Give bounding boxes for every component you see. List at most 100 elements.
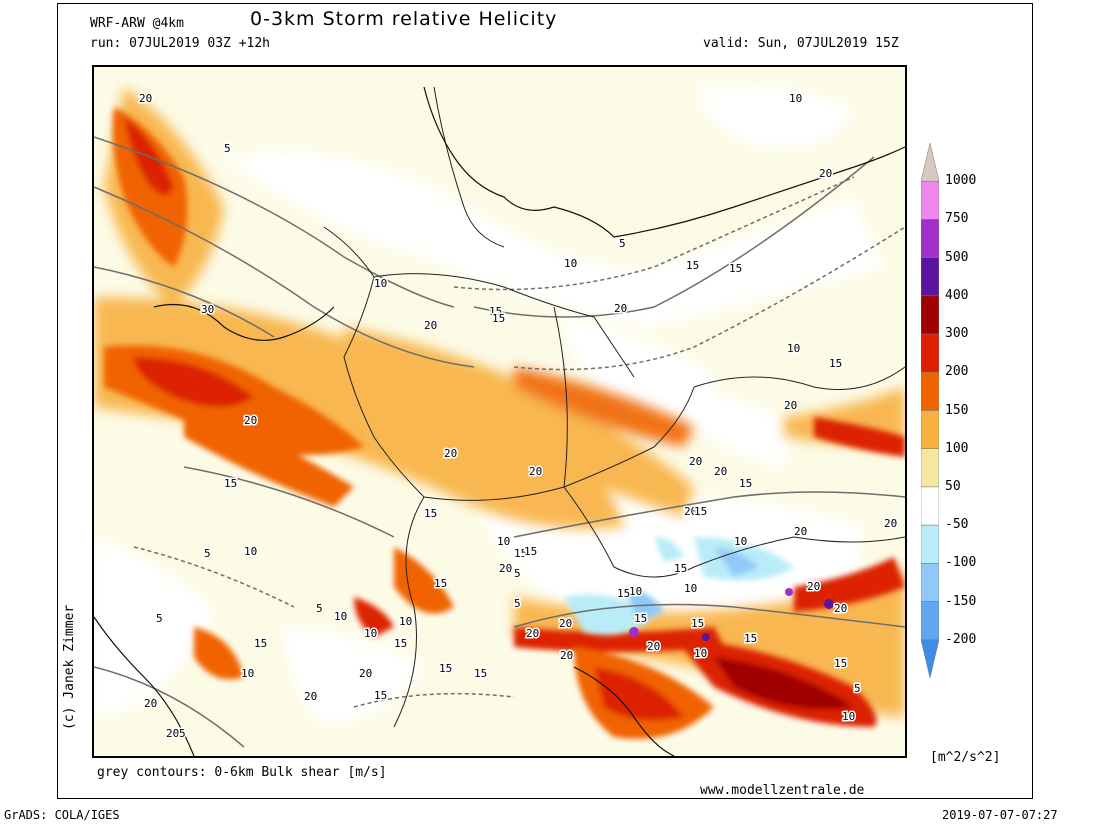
legend-swatch	[920, 372, 940, 411]
legend-swatch	[920, 524, 940, 564]
legend-swatch	[920, 563, 940, 602]
legend-swatch	[920, 639, 940, 679]
contour-label: 5	[514, 567, 521, 580]
contour-label: 10	[842, 710, 855, 723]
legend-swatch	[920, 219, 940, 258]
contour-label: 20	[684, 505, 697, 518]
contour-label: 20	[304, 690, 317, 703]
shear-contours	[94, 136, 905, 748]
contour-label: 15	[744, 632, 757, 645]
contour-label: 5	[179, 727, 186, 740]
contour-label: 15	[524, 545, 537, 558]
legend-swatch	[920, 142, 940, 182]
contour-label: 20	[526, 627, 539, 640]
legend-label: 1000	[945, 173, 977, 189]
contour-label: 15	[434, 577, 447, 590]
legend-swatch	[920, 448, 940, 488]
contour-label: 15	[394, 637, 407, 650]
contour-label: 10	[787, 342, 800, 355]
contour-label: 10	[734, 535, 747, 548]
contour-label: 10	[564, 257, 577, 270]
contour-label: 15	[686, 259, 699, 272]
grads-label: GrADS: COLA/IGES	[4, 808, 120, 822]
legend-swatch	[920, 180, 940, 220]
contour-label: 20	[807, 580, 820, 593]
legend-label: -200	[945, 631, 977, 647]
map-title: 0-3km Storm relative Helicity	[250, 8, 558, 30]
contour-label: 15	[739, 477, 752, 490]
contour-label: 20	[144, 697, 157, 710]
legend-label: 150	[945, 402, 969, 418]
model-label: WRF-ARW @4km	[90, 16, 184, 31]
contour-label: 20	[794, 525, 807, 538]
helicity-map: 20 5 10 15 10 5 15 10 20 15 20 30 20 20 15 20 20 20 10 15 5 1…	[92, 65, 907, 758]
contour-label: 15	[829, 357, 842, 370]
legend-label: 300	[945, 326, 969, 342]
contour-label: 15	[834, 657, 847, 670]
contour-label: 15	[424, 507, 437, 520]
contour-label: 15	[691, 617, 704, 630]
website-label: www.modellzentrale.de	[700, 783, 865, 798]
contour-label: 20	[499, 562, 512, 575]
contour-label: 20	[819, 167, 832, 180]
contours-note: grey contours: 0-6km Bulk shear [m/s]	[97, 765, 387, 780]
contour-label: 15	[729, 262, 742, 275]
contour-label: 10	[399, 615, 412, 628]
contour-label: 15	[474, 667, 487, 680]
legend-label: 400	[945, 287, 969, 303]
contour-label: 15	[617, 587, 630, 600]
legend-label: 100	[945, 440, 969, 456]
legend-label: 750	[945, 211, 969, 227]
contour-label: 10	[789, 92, 802, 105]
contour-label: 10	[364, 627, 377, 640]
legend-label: -50	[945, 517, 969, 533]
contour-label: 15	[374, 689, 387, 702]
legend-swatch	[920, 410, 940, 449]
contour-label: 15	[492, 312, 505, 325]
credit-label: (c) Janek Zimmer	[62, 604, 77, 730]
contour-label: 10	[374, 277, 387, 290]
negative-helicity-patches	[564, 537, 794, 635]
units-label: [m^2/s^2]	[930, 750, 1001, 765]
legend-label: 200	[945, 364, 969, 380]
contour-label: 15	[489, 305, 502, 318]
contour-label: 5	[224, 142, 231, 155]
legend-swatch	[920, 486, 940, 526]
legend-swatch	[920, 333, 940, 373]
contour-label: 20	[884, 517, 897, 530]
contour-label: 10	[694, 647, 707, 660]
contour-label: 10	[684, 582, 697, 595]
valid-label: valid: Sun, 07JUL2019 15Z	[703, 36, 899, 51]
contour-label: 20	[689, 455, 702, 468]
contour-label: 15	[254, 637, 267, 650]
contour-label: 5	[514, 597, 521, 610]
contour-label: 20	[359, 667, 372, 680]
contour-label: 20	[614, 302, 627, 315]
legend-label: 50	[945, 478, 961, 494]
red-bands	[104, 107, 905, 739]
contour-label: 10	[334, 610, 347, 623]
coastlines	[94, 86, 905, 756]
contour-label: 5	[316, 602, 323, 615]
contour-label: 20	[424, 319, 437, 332]
contour-label: 20	[784, 399, 797, 412]
contour-label: 5	[619, 237, 626, 250]
legend-swatch	[920, 601, 940, 641]
contour-label: 15	[634, 612, 647, 625]
contour-label: 15	[694, 505, 707, 518]
contour-label: 20	[647, 640, 660, 653]
contour-label: 20	[834, 602, 847, 615]
contour-label: 20	[560, 649, 573, 662]
color-legend	[920, 142, 940, 679]
contour-label: 20	[714, 465, 727, 478]
contour-label: 15	[224, 477, 237, 490]
contour-label: 10	[244, 545, 257, 558]
legend-label: -150	[945, 593, 977, 609]
run-label: run: 07JUL2019 03Z +12h	[90, 36, 271, 51]
plot-frame	[57, 3, 1033, 799]
contour-label: 10	[497, 535, 510, 548]
extreme-helicity-spots	[629, 588, 834, 641]
timestamp-label: 2019-07-07-07:27	[942, 808, 1058, 822]
contour-label: 20	[166, 727, 179, 740]
